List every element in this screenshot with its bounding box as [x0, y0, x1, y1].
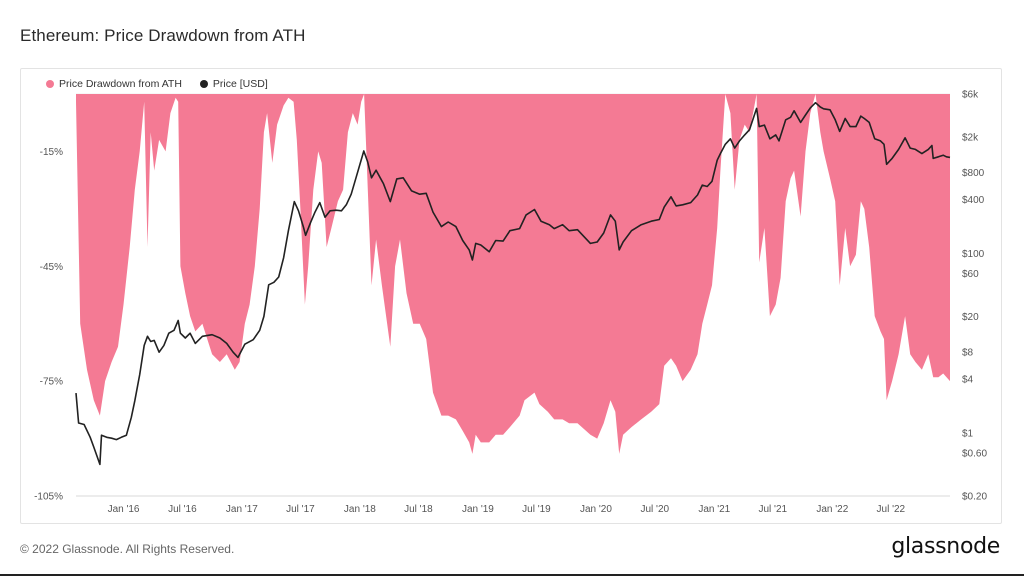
- x-tick-label: Jul '16: [168, 504, 197, 515]
- x-tick-label: Jan '19: [462, 504, 494, 515]
- drawdown-area: [76, 94, 950, 454]
- y-right-tick-label: $100: [962, 249, 985, 260]
- y-right-tick-label: $800: [962, 168, 985, 179]
- price-line: [75, 101, 951, 466]
- price-layer: [75, 101, 951, 466]
- area-layer: [76, 94, 950, 496]
- legend-swatch-price: [199, 80, 208, 88]
- bottom-divider: [0, 574, 1024, 576]
- y-right-tick-label: $0.60: [962, 449, 987, 460]
- glassnode-logo[interactable]: glassnode: [891, 534, 1000, 559]
- x-tick-label: Jul '22: [877, 504, 906, 515]
- x-tick-label: Jul '20: [640, 504, 669, 515]
- legend-label-drawdown: Price Drawdown from ATH: [59, 78, 182, 90]
- legend-item-drawdown[interactable]: Price Drawdown from ATH: [46, 78, 182, 90]
- y-left-tick-label: -75%: [40, 377, 63, 388]
- y-right-tick-label: $400: [962, 195, 985, 206]
- y-right-tick-label: $4: [962, 375, 974, 386]
- chart-legend: Price Drawdown from ATH Price [USD]: [46, 78, 268, 90]
- copyright-text: © 2022 Glassnode. All Rights Reserved.: [20, 542, 235, 556]
- page-title: Ethereum: Price Drawdown from ATH: [20, 26, 306, 45]
- x-tick-label: Jan '16: [108, 504, 140, 515]
- x-tick-label: Jan '18: [344, 504, 376, 515]
- x-tick-label: Jan '21: [698, 504, 730, 515]
- y-right-tick-label: $6k: [962, 90, 979, 101]
- x-tick-label: Jan '22: [816, 504, 848, 515]
- legend-label-price: Price [USD]: [212, 78, 268, 90]
- legend-item-price[interactable]: Price [USD]: [199, 78, 268, 90]
- y-left-tick-label: -15%: [40, 147, 63, 158]
- y-right-tick-label: $0.20: [962, 492, 987, 503]
- x-tick-label: Jan '17: [226, 504, 258, 515]
- x-tick-label: Jul '18: [404, 504, 433, 515]
- y-left-tick-label: -45%: [40, 262, 63, 273]
- y-left-tick-label: -105%: [34, 492, 63, 503]
- y-right-tick-label: $20: [962, 312, 979, 323]
- y-right-tick-label: $1: [962, 429, 974, 440]
- axis-layer: -15% -45% -75% -105% $6k $2k $800 $400 $100 $60 $2…: [34, 90, 987, 516]
- x-tick-label: Jul '17: [286, 504, 315, 515]
- y-right-tick-label: $8: [962, 348, 974, 359]
- x-tick-label: Jul '21: [759, 504, 788, 515]
- x-tick-label: Jul '19: [522, 504, 551, 515]
- x-tick-label: Jan '20: [580, 504, 612, 515]
- y-right-tick-label: $2k: [962, 132, 979, 143]
- y-right-tick-label: $60: [962, 269, 979, 280]
- legend-swatch-drawdown: [46, 80, 54, 88]
